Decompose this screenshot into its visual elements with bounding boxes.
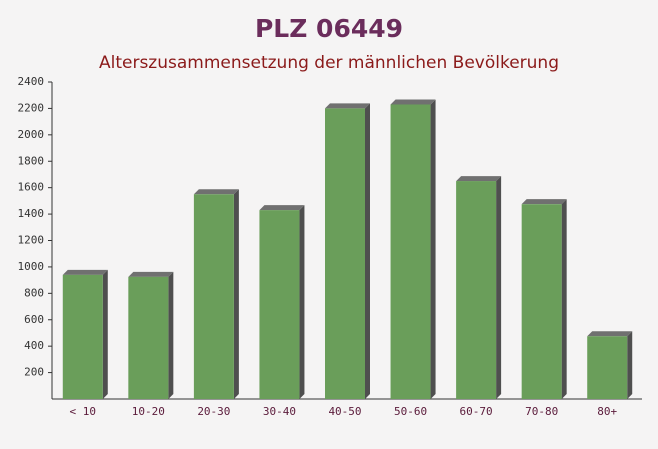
bar	[587, 336, 628, 399]
bar-side	[627, 331, 633, 399]
x-tick-label: 60-70	[460, 405, 493, 418]
y-tick-label: 800	[24, 286, 44, 299]
x-tick-label: 30-40	[263, 405, 296, 418]
x-tick-label: 20-30	[197, 405, 230, 418]
bar-top	[128, 271, 174, 277]
bar	[259, 210, 300, 399]
bar-side	[430, 99, 436, 400]
y-tick-label: 1000	[18, 260, 45, 273]
x-tick-label: 80+	[597, 405, 617, 418]
y-tick-label: 2000	[18, 128, 45, 141]
bar	[521, 204, 562, 399]
bar-side	[561, 199, 567, 399]
y-tick-label: 2400	[18, 75, 45, 88]
bar	[325, 108, 365, 400]
y-tick-label: 600	[24, 313, 44, 326]
bar-top	[587, 331, 633, 337]
bar-top	[259, 205, 305, 211]
y-tick-label: 1200	[18, 234, 45, 247]
chart-subtitle: Alterszusammensetzung der männlichen Bev…	[99, 53, 559, 73]
x-tick-label: 70-80	[525, 405, 558, 418]
bar-side	[365, 103, 370, 400]
bar-side	[299, 205, 305, 399]
bar-side	[102, 269, 108, 399]
x-tick-label: < 10	[70, 405, 97, 418]
x-tick-label: 50-60	[394, 405, 427, 418]
bar	[62, 274, 103, 399]
y-tick-label: 200	[24, 366, 44, 379]
bar	[193, 194, 234, 399]
y-tick-label: 1600	[18, 181, 45, 194]
bar-top	[521, 199, 567, 205]
bar	[128, 276, 169, 399]
chart-title: PLZ 06449	[255, 14, 403, 43]
bar-top	[390, 99, 436, 105]
y-tick-label: 400	[24, 339, 44, 352]
y-tick-label: 1800	[18, 154, 45, 167]
y-tick-label: 2200	[18, 101, 45, 114]
bar	[456, 181, 497, 399]
x-tick-label: 40-50	[328, 405, 361, 418]
x-tick-label: 10-20	[132, 405, 165, 418]
bar-top	[325, 103, 370, 109]
y-tick-label: 1400	[18, 207, 45, 220]
bar-side	[233, 189, 239, 399]
bar-top	[456, 176, 502, 182]
bar-side	[496, 176, 502, 399]
bar-top	[193, 189, 239, 195]
bar-top	[62, 269, 108, 275]
bar-side	[168, 271, 174, 399]
bar	[390, 104, 431, 400]
